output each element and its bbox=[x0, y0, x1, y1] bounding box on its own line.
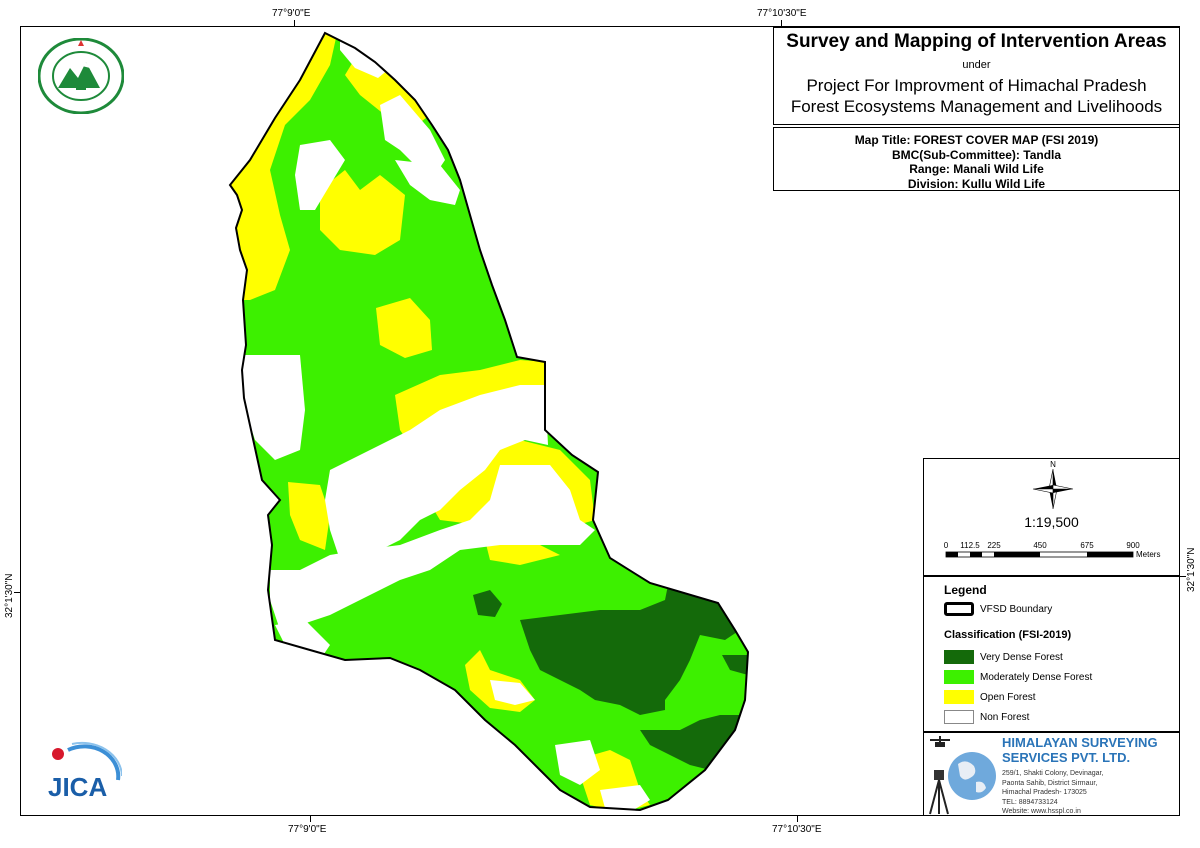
jica-logo-icon: JICA bbox=[48, 741, 122, 802]
legend-class-label: Open Forest bbox=[980, 691, 1036, 703]
project-line-1: Project For Improvment of Himachal Prade… bbox=[806, 76, 1147, 95]
scale-tick-label: 675 bbox=[1080, 541, 1094, 550]
legend-class-label: Very Dense Forest bbox=[980, 651, 1063, 663]
main-title: Survey and Mapping of Intervention Areas bbox=[786, 31, 1167, 52]
legend-panel: Legend VFSD Boundary Classification (FSI… bbox=[923, 576, 1180, 732]
grid-tick bbox=[797, 816, 798, 822]
address-line: Website: www.hsspl.co.in bbox=[1002, 808, 1081, 815]
company-name: HIMALAYAN SURVEYING SERVICES PVT. LTD. bbox=[1002, 735, 1158, 765]
scale-tick-label: 450 bbox=[1033, 541, 1047, 550]
grid-label-right: 32°1'30"N bbox=[1186, 547, 1197, 593]
bmc-line: BMC(Sub-Committee): Tandla bbox=[891, 147, 1062, 162]
company-name-line-2: SERVICES PVT. LTD. bbox=[1002, 750, 1131, 765]
grid-tick bbox=[310, 816, 311, 822]
address-line: Himachal Pradesh- 173025 bbox=[1002, 789, 1087, 796]
address-line: Paonta Sahib, District Sirmaur, bbox=[1002, 779, 1098, 787]
legend-class-row: Open Forest bbox=[944, 689, 1036, 705]
grid-label-top-left: 77°9'0"E bbox=[272, 8, 311, 19]
scale-bar: 0 112.5 225 450 675 900 Meters bbox=[944, 541, 1161, 559]
company-name-line-1: HIMALAYAN SURVEYING bbox=[1002, 735, 1158, 750]
jica-logo-text: JICA bbox=[48, 772, 107, 802]
legend-class-row: Moderately Dense Forest bbox=[944, 669, 1092, 685]
title-panel: Survey and Mapping of Intervention Areas… bbox=[773, 27, 1180, 125]
grid-tick bbox=[294, 20, 295, 26]
scale-panel: N 1:19,500 0 112.5 225 450 675 900 Meter… bbox=[923, 458, 1180, 576]
open-forest-swatch bbox=[944, 690, 974, 704]
scale-tick-label: 900 bbox=[1126, 541, 1140, 550]
grid-tick bbox=[1180, 576, 1186, 577]
legend-class-label: Non Forest bbox=[980, 711, 1030, 723]
grid-tick bbox=[781, 20, 782, 26]
scale-tick-label: 225 bbox=[987, 541, 1001, 550]
company-address: 259/1, Shakti Colony, Devinagar, Paonta … bbox=[1002, 769, 1103, 817]
boundary-label: VFSD Boundary bbox=[980, 603, 1053, 615]
legend-boundary-row: VFSD Boundary bbox=[944, 601, 1052, 617]
legend-class-row: Non Forest bbox=[944, 709, 1029, 725]
grid-label-top-right: 77°10'30"E bbox=[757, 8, 807, 19]
division-line: Division: Kullu Wild Life bbox=[907, 176, 1046, 191]
under-label: under bbox=[962, 59, 991, 71]
map-title-line: Map Title: FOREST COVER MAP (FSI 2019) bbox=[854, 133, 1099, 147]
surveying-globe-icon bbox=[929, 736, 996, 815]
grid-label-left: 32°1'30"N bbox=[4, 573, 15, 619]
moderately-dense-swatch bbox=[944, 670, 974, 684]
project-line-2: Forest Ecosystems Management and Livelih… bbox=[790, 97, 1163, 116]
map-info-panel: Map Title: FOREST COVER MAP (FSI 2019) B… bbox=[773, 127, 1180, 191]
scale-ratio: 1:19,500 bbox=[1024, 514, 1079, 530]
very-dense-swatch bbox=[944, 650, 974, 664]
legend-class-row: Very Dense Forest bbox=[944, 649, 1063, 665]
grid-tick bbox=[14, 592, 20, 593]
classification-title: Classification (FSI-2019) bbox=[944, 629, 1072, 641]
forest-department-seal-icon bbox=[38, 38, 124, 114]
range-line: Range: Manali Wild Life bbox=[909, 162, 1044, 176]
scale-tick-label: 112.5 bbox=[960, 541, 980, 550]
legend-class-label: Moderately Dense Forest bbox=[980, 671, 1093, 683]
address-line: TEL: 8894733124 bbox=[1002, 798, 1058, 806]
scale-unit: Meters bbox=[1136, 550, 1160, 559]
north-label: N bbox=[1050, 460, 1056, 469]
grid-label-bottom-right: 77°10'30"E bbox=[772, 824, 822, 835]
grid-label-bottom-left: 77°9'0"E bbox=[288, 824, 327, 835]
company-panel: HIMALAYAN SURVEYING SERVICES PVT. LTD. 2… bbox=[923, 732, 1180, 816]
north-arrow-icon: N bbox=[1032, 460, 1074, 510]
non-forest-swatch bbox=[944, 710, 974, 724]
address-line: 259/1, Shakti Colony, Devinagar, bbox=[1002, 770, 1104, 777]
map-frame bbox=[20, 26, 1180, 816]
scale-tick-label: 0 bbox=[944, 541, 949, 550]
boundary-swatch bbox=[944, 602, 974, 616]
legend-title: Legend bbox=[944, 583, 987, 597]
